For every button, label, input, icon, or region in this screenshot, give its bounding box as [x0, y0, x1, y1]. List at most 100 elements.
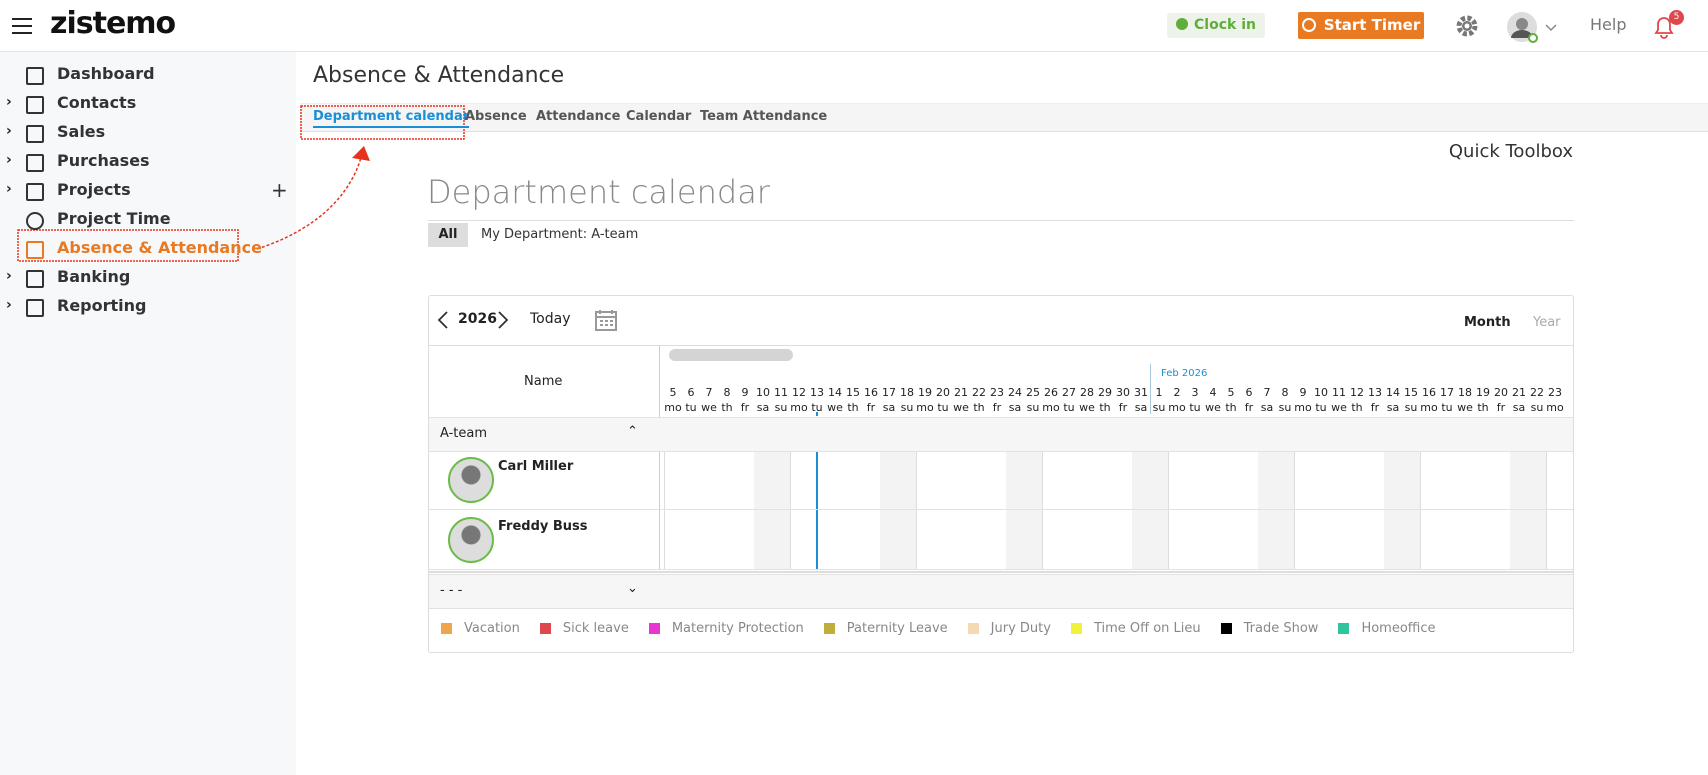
- day-number: 25: [1026, 386, 1040, 399]
- help-link[interactable]: Help: [1590, 15, 1627, 34]
- nav-item[interactable]: Purchases: [57, 151, 150, 170]
- tab-active[interactable]: Department calendar: [313, 109, 470, 128]
- day-name: we: [953, 401, 969, 414]
- day-name: th: [721, 401, 733, 414]
- day-number: 7: [1263, 386, 1271, 399]
- filter-all[interactable]: All: [428, 223, 468, 247]
- nav-item[interactable]: Project Time: [57, 209, 171, 228]
- day-name: fr: [1244, 401, 1254, 414]
- tab[interactable]: Calendar: [626, 109, 692, 124]
- weekend-cell: [1528, 450, 1546, 570]
- day-name: tu: [1063, 401, 1075, 414]
- month-label: Feb 2026: [1161, 368, 1208, 379]
- weekend-cell: [754, 450, 772, 570]
- day-number: 13: [810, 386, 824, 399]
- logo[interactable]: zistemo: [50, 6, 176, 41]
- nav-item[interactable]: Reporting: [57, 296, 147, 315]
- person-row: [429, 510, 1573, 570]
- section-title: Department calendar: [427, 173, 770, 211]
- month-divider: [1150, 364, 1151, 414]
- weekend-cell: [772, 450, 790, 570]
- group-toggle[interactable]: ⌃: [627, 424, 638, 439]
- add-project[interactable]: +: [271, 178, 288, 202]
- week-divider: [664, 450, 665, 570]
- notification-badge: 5: [1669, 10, 1684, 25]
- day-name: we: [1079, 401, 1095, 414]
- week-divider: [790, 450, 791, 570]
- week-divider: [1420, 450, 1421, 570]
- clock-in-button[interactable]: Clock in: [1167, 13, 1265, 38]
- day-number: 30: [1116, 386, 1130, 399]
- weekend-cell: [1132, 450, 1150, 570]
- day-number: 16: [864, 386, 878, 399]
- day-number: 27: [1062, 386, 1076, 399]
- person-avatar: [448, 517, 494, 563]
- day-name: su: [1026, 401, 1040, 414]
- next-year[interactable]: [496, 310, 510, 330]
- expand-chevron[interactable]: ›: [6, 181, 12, 197]
- nav-item[interactable]: Contacts: [57, 93, 137, 112]
- name-header: Name: [524, 374, 563, 389]
- today-button[interactable]: Today: [530, 311, 571, 327]
- today-line: [816, 450, 818, 570]
- view-year[interactable]: Year: [1533, 315, 1561, 330]
- nav-item[interactable]: Banking: [57, 267, 131, 286]
- tab[interactable]: Absence: [465, 109, 527, 124]
- group-name: - - -: [440, 583, 463, 598]
- legend-label: Trade Show: [1243, 621, 1319, 636]
- nav-item-active[interactable]: Absence & Attendance: [57, 238, 262, 257]
- person-name[interactable]: Carl Miller: [498, 459, 574, 474]
- day-number: 26: [1044, 386, 1058, 399]
- prev-year[interactable]: [436, 310, 450, 330]
- expand-chevron[interactable]: ›: [6, 268, 12, 284]
- day-number: 11: [774, 386, 788, 399]
- day-name: tu: [685, 401, 697, 414]
- day-number: 10: [756, 386, 770, 399]
- person-name[interactable]: Freddy Buss: [498, 519, 588, 534]
- day-name: fr: [992, 401, 1002, 414]
- day-number: 18: [1458, 386, 1472, 399]
- day-name: th: [973, 401, 985, 414]
- expand-chevron[interactable]: ›: [6, 94, 12, 110]
- expand-chevron[interactable]: ›: [6, 123, 12, 139]
- view-month[interactable]: Month: [1464, 315, 1511, 330]
- day-name: tu: [811, 401, 823, 414]
- scrollbar[interactable]: [669, 349, 793, 361]
- legend-swatch: [823, 623, 835, 634]
- notifications-icon[interactable]: [1652, 12, 1682, 40]
- quick-toolbox[interactable]: Quick Toolbox: [1448, 141, 1573, 162]
- tab[interactable]: Team Attendance: [700, 109, 828, 124]
- top-bar: [0, 0, 1708, 52]
- nav-item[interactable]: Dashboard: [57, 64, 155, 83]
- day-number: 23: [990, 386, 1004, 399]
- expand-chevron[interactable]: ›: [6, 297, 12, 313]
- day-name: mo: [790, 401, 808, 414]
- expand-chevron[interactable]: ›: [6, 152, 12, 168]
- weekend-cell: [1024, 450, 1042, 570]
- day-name: tu: [937, 401, 949, 414]
- menu-icon[interactable]: [10, 16, 34, 36]
- day-number: 19: [918, 386, 932, 399]
- tab[interactable]: Attendance: [536, 109, 621, 124]
- nav-item[interactable]: Sales: [57, 122, 106, 141]
- day-name: sa: [1008, 401, 1022, 414]
- filter-department[interactable]: My Department: A-team: [481, 227, 639, 242]
- day-number: 13: [1368, 386, 1382, 399]
- weekend-cell: [1402, 450, 1420, 570]
- day-name: we: [1457, 401, 1473, 414]
- weekend-cell: [1510, 450, 1528, 570]
- weekend-cell: [1150, 450, 1168, 570]
- nav-item[interactable]: Projects: [57, 180, 131, 199]
- group-toggle[interactable]: ⌄: [627, 581, 638, 596]
- day-number: 11: [1332, 386, 1346, 399]
- day-name: th: [1225, 401, 1237, 414]
- date-picker[interactable]: [594, 308, 618, 332]
- user-avatar[interactable]: [1506, 10, 1558, 44]
- start-timer-button[interactable]: Start Timer: [1298, 12, 1424, 39]
- day-name: su: [900, 401, 914, 414]
- day-number: 17: [1440, 386, 1454, 399]
- nav-icon: [26, 299, 44, 317]
- day-number: 28: [1080, 386, 1094, 399]
- settings-icon[interactable]: [1454, 13, 1480, 39]
